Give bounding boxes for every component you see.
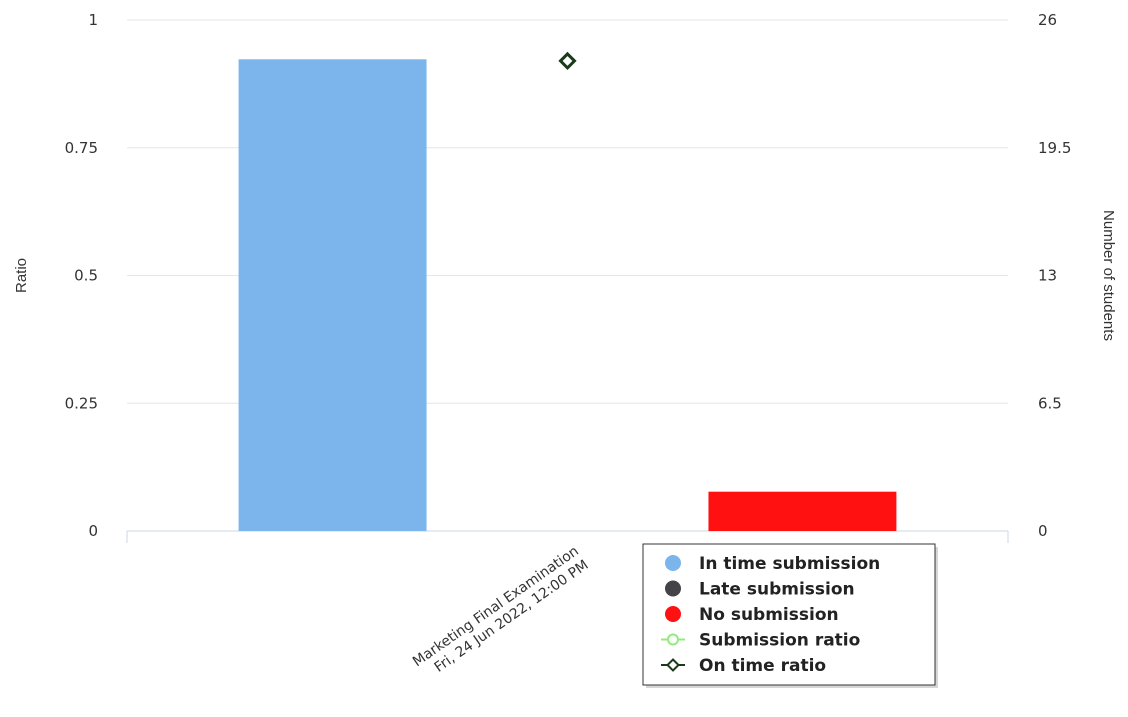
- legend-item-on-time-ratio[interactable]: On time ratio: [661, 656, 826, 676]
- legend-label-no-submission: No submission: [699, 605, 839, 625]
- y-right-tick-label: 19.5: [1038, 139, 1071, 157]
- legend-label-on-time-ratio: On time ratio: [699, 656, 826, 676]
- bar-no-submission[interactable]: [708, 491, 897, 531]
- x-category-label-line2: Fri, 24 Jun 2022, 12:00 PM: [432, 557, 592, 676]
- y-left-tick-label: 1: [88, 11, 98, 29]
- y-left-axis-title: Ratio: [13, 258, 30, 293]
- legend-symbol-no-submission: [665, 606, 681, 622]
- y-right-axis-title: Number of students: [1100, 210, 1117, 341]
- y-right-tick-label: 0: [1038, 522, 1048, 540]
- y-right-tick-label: 6.5: [1038, 394, 1062, 412]
- point-on-time-ratio[interactable]: [558, 51, 577, 71]
- y-left-tick-label: 0.25: [65, 394, 98, 412]
- legend-symbol-in-time-submission: [665, 555, 681, 571]
- legend[interactable]: In time submission Late submission No subm…: [642, 543, 938, 688]
- legend-symbol-late-submission: [665, 580, 681, 597]
- legend-label-submission-ratio: Submission ratio: [699, 631, 860, 651]
- bar-in-time-submission[interactable]: [238, 59, 427, 532]
- y-right-tick-label: 26: [1038, 11, 1057, 29]
- y-left-tick-label: 0.75: [65, 139, 98, 157]
- axes: 0 0.25 0.5 0.75 1 0 6.5 13 19.5 26 Ratio Number of …: [13, 11, 1117, 676]
- legend-item-no-submission[interactable]: No submission: [665, 605, 839, 625]
- legend-label-in-time-submission: In time submission: [699, 554, 880, 574]
- y-left-tick-label: 0: [88, 522, 98, 540]
- x-category-label-line1: Marketing Final Examination: [410, 543, 582, 670]
- legend-symbol-on-time-ratio: [666, 658, 680, 672]
- y-left-tick-label: 0.5: [74, 267, 98, 285]
- legend-item-submission-ratio[interactable]: Submission ratio: [661, 631, 860, 651]
- plot-area: [238, 51, 897, 532]
- y-right-tick-label: 13: [1038, 267, 1057, 285]
- legend-symbol-submission-ratio: [667, 633, 679, 646]
- legend-item-in-time-submission[interactable]: In time submission: [665, 554, 880, 574]
- legend-box: [642, 543, 936, 686]
- legend-item-late-submission[interactable]: Late submission: [665, 580, 855, 600]
- legend-label-late-submission: Late submission: [699, 580, 855, 600]
